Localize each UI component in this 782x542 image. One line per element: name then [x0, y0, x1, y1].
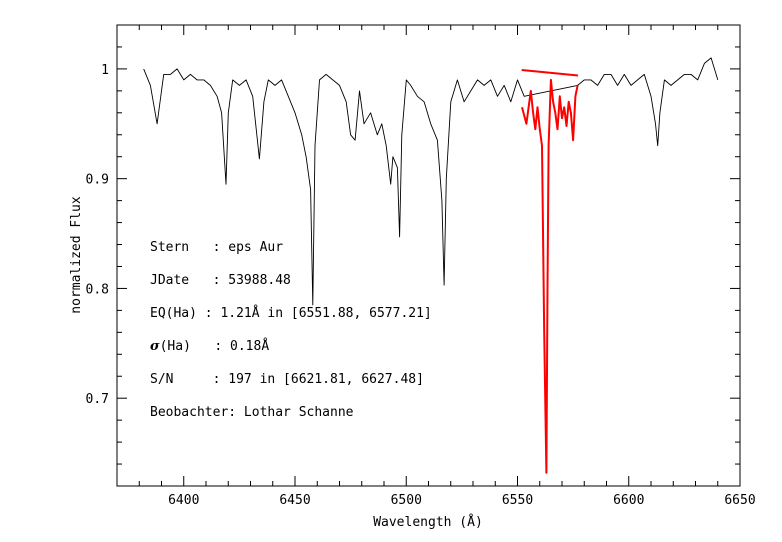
x-tick-label: 6600	[613, 493, 644, 508]
annotation-block: Stern : eps Aur JDate : 53988.48 EQ(Ha) …	[150, 240, 432, 420]
series-line-2	[521, 69, 579, 77]
annotation-sn: S/N : 197 in [6621.81, 6627.48]	[150, 372, 424, 387]
series-line-0	[143, 57, 719, 306]
y-tick-label: 0.8	[86, 282, 109, 297]
y-tick-label: 1	[101, 63, 109, 78]
x-tick-label: 6450	[279, 493, 310, 508]
axis-ticks	[116, 24, 741, 487]
x-tick-label: 6400	[168, 493, 199, 508]
tick-labels: 6400 6450 6500 6550 6600 6650 0.7 0.8 0.9 1	[86, 63, 756, 508]
y-tick-label: 0.7	[86, 392, 109, 407]
x-tick-label: 6650	[724, 493, 755, 508]
y-axis-label: normalized Flux	[69, 196, 84, 314]
annotation-stern: Stern : eps Aur	[150, 240, 283, 255]
x-tick-label: 6500	[391, 493, 422, 508]
x-tick-label: 6550	[502, 493, 533, 508]
y-tick-label: 0.9	[86, 173, 109, 188]
annotation-jdate: JDate : 53988.48	[150, 273, 291, 288]
sigma-rest: (Ha) : 0.18Å	[160, 338, 270, 354]
x-axis-label: Wavelength (Å)	[373, 514, 483, 530]
series-group	[143, 57, 719, 474]
annotation-sigma: σ(Ha) : 0.18Å	[150, 338, 269, 354]
series-line-1	[521, 78, 579, 474]
sigma-symbol: σ	[150, 339, 160, 354]
annotation-eq: EQ(Ha) : 1.21Å in [6551.88, 6577.21]	[150, 305, 432, 321]
annotation-observer: Beobachter: Lothar Schanne	[150, 405, 354, 420]
